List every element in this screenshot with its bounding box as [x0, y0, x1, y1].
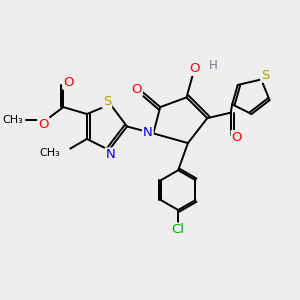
Text: O: O — [131, 82, 142, 96]
Text: O: O — [38, 118, 49, 131]
Text: CH₃: CH₃ — [2, 115, 23, 124]
Text: O: O — [190, 62, 200, 75]
Text: N: N — [143, 125, 153, 139]
Text: O: O — [232, 131, 242, 144]
Text: Cl: Cl — [172, 224, 185, 236]
Text: H: H — [209, 59, 218, 72]
Text: S: S — [261, 69, 270, 82]
Text: S: S — [103, 94, 111, 107]
Text: O: O — [63, 76, 74, 89]
Text: N: N — [106, 148, 115, 161]
Text: CH₃: CH₃ — [40, 148, 61, 158]
